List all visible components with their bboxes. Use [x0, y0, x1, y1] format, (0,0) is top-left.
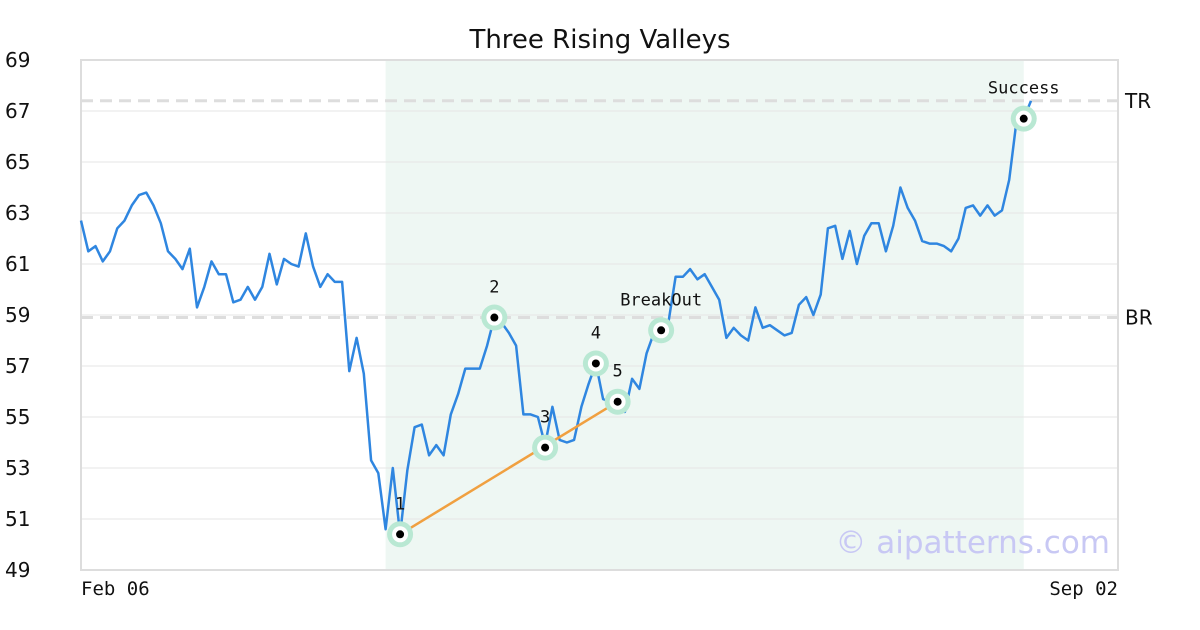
horizontal-line-label: TR [1124, 89, 1151, 113]
y-tick-label: 57 [5, 354, 30, 378]
y-tick-label: 53 [5, 456, 30, 480]
y-tick-label: 65 [5, 150, 30, 174]
marker-label: 5 [613, 362, 623, 382]
plot-frame [80, 59, 1119, 571]
y-tick-label: 55 [5, 405, 30, 429]
marker-label: 1 [395, 494, 405, 514]
y-tick-label: 63 [5, 201, 30, 225]
valley-trendline [399, 400, 619, 536]
y-tick-label: 49 [5, 558, 30, 582]
marker-label: 3 [540, 408, 550, 428]
x-tick-label-end: Sep 02 [1049, 578, 1118, 600]
horizontal-line-label: BR [1125, 306, 1153, 330]
marker-label: BreakOut [620, 290, 702, 310]
chart-title: Three Rising Valleys [468, 25, 730, 55]
y-axis-ticks: 49 51 53 55 57 59 61 63 65 67 69 [5, 48, 30, 582]
y-tick-label: 67 [5, 99, 30, 123]
watermark: © aipatterns.com [835, 525, 1110, 561]
y-tick-label: 61 [5, 252, 30, 276]
pattern-markers: 1 2 3 45 BreakOut Success [387, 79, 1060, 548]
marker-label: 2 [489, 278, 499, 298]
support-resistance-lines: TR BR [81, 89, 1153, 330]
price-line [79, 100, 1033, 536]
marker-label: 4 [591, 323, 601, 343]
y-tick-label: 69 [5, 48, 30, 72]
marker-dot [490, 313, 499, 322]
y-tick-label: 51 [5, 507, 30, 531]
marker-dot [657, 326, 666, 335]
marker-dot [613, 397, 622, 406]
marker-dot [541, 443, 550, 452]
x-tick-label-start: Feb 06 [81, 578, 150, 600]
marker-dot [591, 359, 600, 368]
marker-label: Success [988, 79, 1060, 99]
marker-dot [396, 530, 405, 539]
marker-dot [1019, 114, 1028, 123]
y-tick-label: 59 [5, 303, 30, 327]
